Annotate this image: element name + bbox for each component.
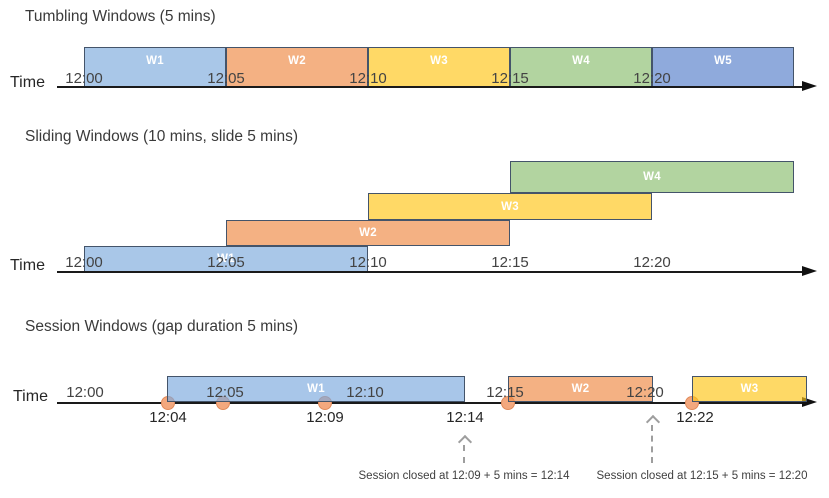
sliding-time-axis	[57, 271, 804, 273]
callout-arrowhead-2	[645, 414, 661, 430]
session-tick-1215: 12:15	[486, 384, 524, 401]
window-label: W1	[307, 383, 325, 395]
window-label: W3	[501, 200, 519, 213]
sliding-axis-arrowhead	[802, 266, 817, 276]
window-label: W4	[643, 171, 661, 183]
tumbling-tick-1210: 12:10	[349, 70, 387, 87]
tumbling-time-axis	[57, 86, 804, 88]
sliding-time-label: Time	[10, 257, 45, 274]
tumbling-tick-1215: 12:15	[491, 70, 529, 87]
session-axis-arrowhead	[802, 397, 817, 407]
tumbling-tick-1200: 12:00	[65, 70, 103, 87]
tumbling-window-w2: W2	[226, 47, 368, 87]
window-label: W4	[572, 55, 590, 67]
sliding-window-w1: W1	[84, 246, 368, 272]
session-closed-annotation-1: Session closed at 12:09 + 5 mins = 12:14	[358, 470, 570, 482]
window-label: W2	[288, 55, 306, 67]
callout-arrow-line-1	[463, 445, 465, 463]
event-time-1222: 12:22	[676, 409, 714, 426]
sliding-window-w3: W3	[368, 193, 652, 220]
tumbling-tick-1205: 12:05	[207, 70, 245, 87]
event-time-1204: 12:04	[149, 409, 187, 426]
session-closed-annotation-2: Session closed at 12:15 + 5 mins = 12:20	[596, 470, 808, 482]
tumbling-window-w4: W4	[510, 47, 652, 87]
window-label: W5	[714, 55, 732, 67]
tumbling-window-w3: W3	[368, 47, 510, 87]
tumbling-title: Tumbling Windows (5 mins)	[25, 8, 216, 25]
session-window-w2: W2	[508, 376, 653, 402]
sliding-tick-1220: 12:20	[633, 254, 671, 271]
sliding-title: Sliding Windows (10 mins, slide 5 mins)	[25, 128, 299, 145]
session-time-label: Time	[13, 388, 48, 405]
window-label: W2	[571, 383, 590, 395]
tumbling-axis-arrowhead	[802, 81, 817, 91]
session-window-w1: W1	[167, 376, 465, 402]
session-tick-1210: 12:10	[346, 384, 384, 401]
session-tick-1200: 12:00	[66, 384, 104, 401]
window-label: W2	[359, 227, 377, 239]
window-label: W3	[740, 383, 759, 395]
sliding-tick-1200: 12:00	[65, 254, 103, 271]
session-tick-1220: 12:20	[626, 384, 664, 401]
session-title: Session Windows (gap duration 5 mins)	[25, 318, 299, 335]
tumbling-window-w1: W1	[84, 47, 226, 87]
sliding-tick-1210: 12:10	[349, 254, 387, 271]
tumbling-time-label: Time	[10, 74, 45, 91]
tumbling-window-w5: W5	[652, 47, 794, 87]
callout-arrowhead-1	[457, 434, 473, 450]
session-tick-1205: 12:05	[206, 384, 244, 401]
event-time-1209: 12:09	[306, 409, 344, 426]
tumbling-tick-1220: 12:20	[633, 70, 671, 87]
event-time-1214: 12:14	[446, 409, 484, 426]
sliding-window-w2: W2	[226, 220, 510, 246]
sliding-tick-1215: 12:15	[491, 254, 529, 271]
window-label: W3	[430, 55, 448, 67]
session-window-w3: W3	[692, 376, 807, 402]
session-time-axis	[57, 402, 804, 404]
callout-arrow-line-2	[651, 425, 653, 463]
window-label: W1	[146, 55, 164, 67]
window-label: W1	[217, 253, 235, 265]
sliding-tick-1205: 12:05	[207, 254, 245, 271]
sliding-window-w4: W4	[510, 161, 794, 193]
